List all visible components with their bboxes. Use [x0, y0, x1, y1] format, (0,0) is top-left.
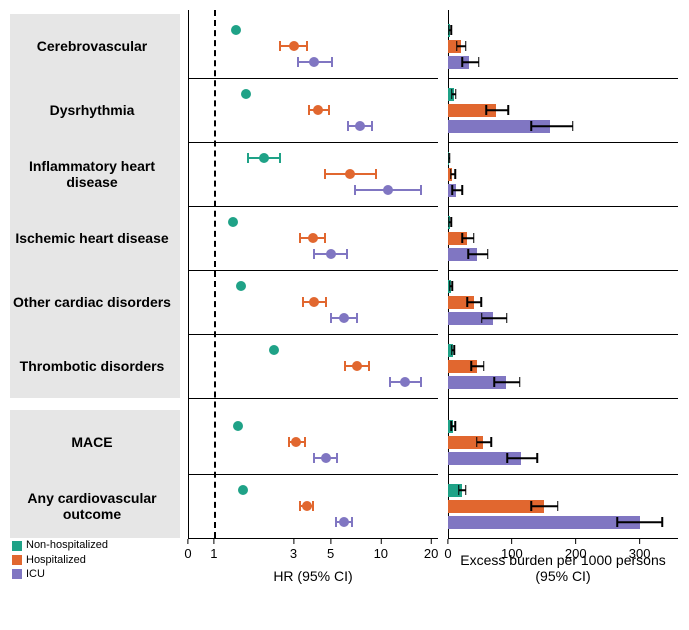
legend-item: ICU: [12, 568, 108, 581]
row-strip: [448, 142, 678, 207]
tick: 3: [290, 539, 297, 561]
legend-item: Non-hospitalized: [12, 539, 108, 552]
row-label: Other cardiac disorders: [12, 270, 172, 334]
legend-label: Hospitalized: [26, 554, 86, 567]
row-label: Cerebrovascular: [12, 14, 172, 78]
row-label: Dysrhythmia: [12, 78, 172, 142]
row-strip: [188, 410, 438, 475]
x-axis: 0100200300Excess burden per 1000 persons…: [448, 538, 678, 579]
row-strip: [448, 270, 678, 335]
legend-swatch: [12, 541, 22, 551]
burden-bar: [448, 516, 640, 529]
row-label: MACE: [12, 410, 172, 474]
tick: 20: [424, 539, 438, 561]
row-label: Thrombotic disorders: [12, 334, 172, 398]
hr-forest-panel: 01351020HR (95% CI): [188, 10, 438, 582]
tick: 0: [184, 539, 191, 561]
legend-swatch: [12, 569, 22, 579]
row-strip: [188, 14, 438, 79]
x-axis-label: Excess burden per 1000 persons (95% CI): [448, 552, 678, 584]
row-strip: [188, 142, 438, 207]
x-axis: 01351020HR (95% CI): [188, 538, 438, 579]
excess-burden-panel: 0100200300Excess burden per 1000 persons…: [448, 10, 678, 582]
row-strip: [188, 334, 438, 399]
row-label: Ischemic heart disease: [12, 206, 172, 270]
row-labels-column: CerebrovascularDysrhythmiaInflammatory h…: [10, 10, 180, 582]
legend: Non-hospitalized HospitalizedICU: [12, 539, 108, 582]
tick: 1: [210, 539, 217, 561]
tick: 5: [327, 539, 334, 561]
ref-line: [214, 10, 216, 538]
legend-label: ICU: [26, 568, 45, 581]
row-label: Inflammatory heart disease: [12, 142, 172, 206]
forest-burden-chart: CerebrovascularDysrhythmiaInflammatory h…: [10, 10, 679, 620]
legend-swatch: [12, 555, 22, 565]
row-strip: [448, 14, 678, 79]
x-axis-label: HR (95% CI): [188, 568, 438, 584]
legend-label: Non-hospitalized: [26, 539, 108, 552]
row-strip: [448, 206, 678, 271]
tick: 10: [374, 539, 388, 561]
legend-item: Hospitalized: [12, 554, 108, 567]
row-label: Any cardiovascular outcome: [12, 474, 172, 538]
